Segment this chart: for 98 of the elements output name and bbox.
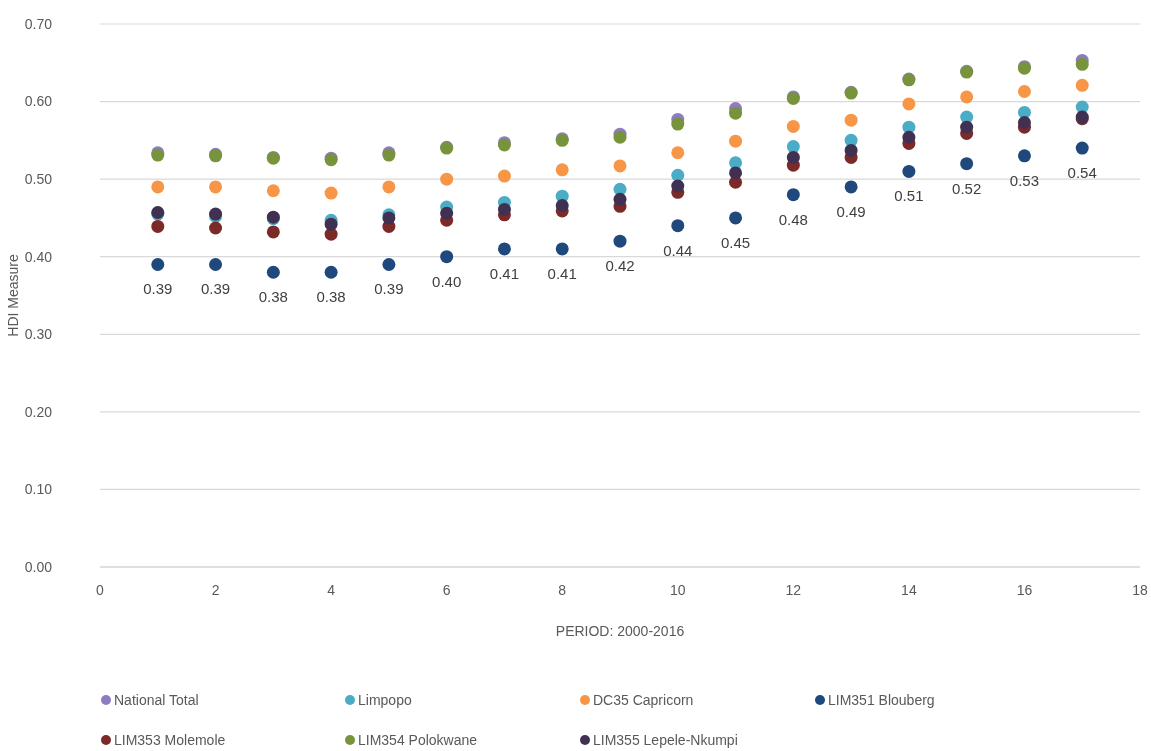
data-label: 0.41: [547, 264, 577, 282]
point: [671, 117, 685, 131]
point: [671, 179, 685, 193]
point: [786, 140, 800, 154]
point: [671, 168, 685, 182]
point: [729, 211, 743, 225]
point: [382, 180, 396, 194]
point: [151, 219, 165, 233]
point: [440, 206, 454, 220]
point: [555, 163, 569, 177]
y-tick-label: 0.30: [24, 326, 53, 343]
point: [497, 169, 511, 183]
legend-label: LIM351 Blouberg: [828, 691, 935, 708]
point: [266, 225, 280, 239]
x-axis-title: PERIOD: 2000-2016: [555, 623, 685, 639]
point: [613, 159, 627, 173]
point: [266, 184, 280, 198]
point: [786, 119, 800, 133]
point: [902, 130, 916, 144]
data-label: 0.40: [432, 272, 462, 290]
point: [960, 120, 974, 134]
y-tick-label: 0.70: [24, 15, 53, 32]
data-label: 0.52: [952, 179, 982, 197]
x-tick-label: 16: [1016, 582, 1033, 598]
point: [960, 90, 974, 104]
point: [786, 188, 800, 202]
data-label: 0.54: [1067, 164, 1097, 182]
point: [1017, 149, 1031, 163]
point: [729, 166, 743, 180]
point: [151, 180, 165, 194]
x-tick-label: 10: [669, 582, 686, 598]
y-axis-title: HDI Measure: [5, 254, 21, 337]
data-label: 0.45: [720, 233, 751, 251]
legend-label: LIM353 Molemole: [114, 731, 226, 748]
y-tick-label: 0.60: [24, 93, 53, 110]
legend-label: LIM355 Lepele-Nkumpi: [593, 731, 738, 748]
point: [671, 219, 685, 233]
x-tick-label: 2: [211, 582, 220, 598]
legend-label: LIM354 Polokwane: [358, 731, 478, 748]
data-label: 0.51: [894, 187, 924, 205]
legend-label: National Total: [114, 691, 199, 708]
point: [844, 113, 858, 127]
y-tick-label: 0.20: [24, 403, 53, 420]
point: [1075, 78, 1089, 92]
point: [960, 157, 974, 171]
point: [209, 221, 223, 235]
x-tick-label: 18: [1132, 582, 1148, 598]
point: [324, 217, 338, 231]
y-tick-label: 0.40: [24, 248, 53, 265]
point: [151, 257, 165, 271]
data-label: 0.42: [605, 257, 635, 275]
point: [555, 242, 569, 256]
point: [497, 242, 511, 256]
point: [555, 199, 569, 213]
point: [671, 146, 685, 160]
y-tick-label: 0.50: [24, 171, 53, 188]
point: [613, 192, 627, 206]
x-tick-label: 0: [96, 582, 105, 598]
point: [729, 106, 743, 120]
point: [786, 150, 800, 164]
data-label: 0.41: [489, 264, 520, 282]
data-label: 0.38: [316, 288, 346, 306]
x-tick-label: 8: [558, 582, 567, 598]
legend-label: Limpopo: [358, 691, 412, 708]
data-label: 0.44: [663, 241, 693, 259]
point: [902, 164, 916, 178]
point: [729, 134, 743, 148]
point: [902, 97, 916, 111]
point: [324, 186, 338, 200]
point: [209, 257, 223, 271]
point: [1075, 141, 1089, 155]
point: [1075, 57, 1089, 71]
legend-label: DC35 Capricorn: [593, 691, 694, 708]
data-label: 0.39: [143, 280, 173, 298]
point: [613, 234, 627, 248]
data-label: 0.39: [200, 280, 231, 298]
point: [209, 180, 223, 194]
point: [497, 202, 511, 216]
point: [266, 265, 280, 279]
point: [440, 172, 454, 186]
point: [324, 265, 338, 279]
data-label: 0.48: [778, 210, 808, 228]
point: [1017, 84, 1031, 98]
point: [440, 250, 454, 264]
point: [844, 180, 858, 194]
x-tick-label: 6: [442, 582, 451, 598]
point: [382, 257, 396, 271]
y-tick-label: 0.00: [24, 558, 53, 575]
point: [844, 143, 858, 157]
data-label: 0.49: [836, 202, 866, 220]
data-label: 0.38: [258, 288, 288, 306]
x-tick-label: 14: [901, 582, 917, 598]
x-tick-label: 12: [785, 582, 802, 598]
point: [1017, 116, 1031, 130]
data-label: 0.53: [1009, 171, 1040, 189]
y-tick-label: 0.10: [24, 481, 53, 498]
x-tick-label: 4: [327, 582, 336, 598]
data-label: 0.39: [374, 280, 404, 298]
